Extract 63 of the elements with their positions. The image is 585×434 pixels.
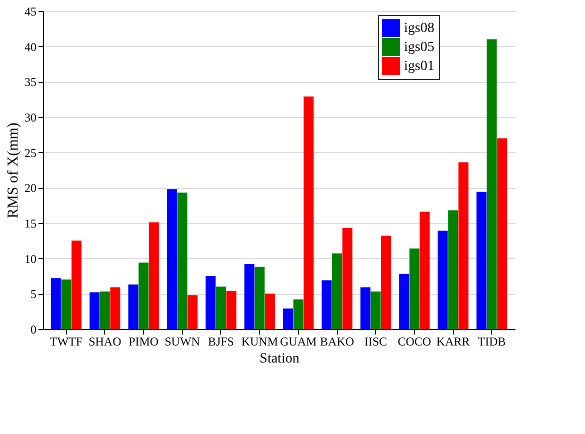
bar xyxy=(90,292,100,329)
bar xyxy=(188,295,198,329)
bar xyxy=(458,162,468,329)
bar xyxy=(254,266,265,329)
bar xyxy=(283,308,294,329)
legend-label: igs01 xyxy=(404,59,434,74)
bar xyxy=(399,274,410,329)
bar xyxy=(360,287,370,329)
bar xyxy=(177,192,188,329)
bar xyxy=(148,222,159,329)
bar xyxy=(497,138,508,329)
bar xyxy=(476,192,486,329)
x-tick-label: BJFS xyxy=(208,334,234,348)
bar xyxy=(370,292,381,329)
bar xyxy=(226,290,236,329)
y-tick-label: 20 xyxy=(24,181,36,196)
x-tick-label: PIMO xyxy=(128,334,159,348)
bar xyxy=(110,287,120,329)
x-tick-label: KUNM xyxy=(241,334,278,348)
bar xyxy=(216,286,226,329)
x-tick-label: BAKO xyxy=(320,334,354,348)
legend-label: igs08 xyxy=(404,21,434,36)
x-tick-label: KARR xyxy=(436,334,470,348)
bar xyxy=(50,278,61,329)
bar xyxy=(448,210,458,329)
y-tick-label: 30 xyxy=(24,110,36,124)
y-axis-title: RMS of X(mm) xyxy=(6,122,22,218)
x-axis-title: Station xyxy=(260,352,300,366)
x-tick-label: TWTF xyxy=(50,334,83,348)
x-tick-label: COCO xyxy=(398,334,432,348)
x-tick-label: TIDB xyxy=(478,334,506,348)
bar xyxy=(72,240,82,329)
bar xyxy=(438,230,448,329)
y-tick-label: 10 xyxy=(24,252,36,266)
bar xyxy=(420,212,430,329)
y-tick-label: 25 xyxy=(24,146,36,160)
bar xyxy=(332,253,342,329)
bar xyxy=(486,39,497,329)
legend-label: igs05 xyxy=(404,40,434,55)
x-tick-label: SUWN xyxy=(164,334,200,348)
y-tick-label: 40 xyxy=(24,40,36,54)
bar xyxy=(322,280,332,329)
x-tick-label: IISC xyxy=(364,334,388,348)
y-tick-label: 15 xyxy=(24,216,36,230)
y-tick-label: 45 xyxy=(24,4,36,18)
bar xyxy=(61,280,72,329)
bar xyxy=(304,96,314,329)
bar xyxy=(244,264,254,329)
bar xyxy=(293,299,304,329)
x-tick-label: GUAM xyxy=(280,334,318,348)
bar xyxy=(409,248,420,329)
y-tick-label: 0 xyxy=(30,322,36,336)
bar xyxy=(206,276,216,329)
x-tick-label: SHAO xyxy=(88,334,122,348)
bar xyxy=(381,236,392,329)
bar xyxy=(166,189,177,329)
bar xyxy=(264,294,275,329)
bar xyxy=(342,228,352,329)
bar xyxy=(100,292,110,329)
y-tick-label: 5 xyxy=(30,287,36,302)
bar xyxy=(128,284,138,329)
bar xyxy=(138,262,149,329)
y-tick-label: 35 xyxy=(24,75,36,90)
